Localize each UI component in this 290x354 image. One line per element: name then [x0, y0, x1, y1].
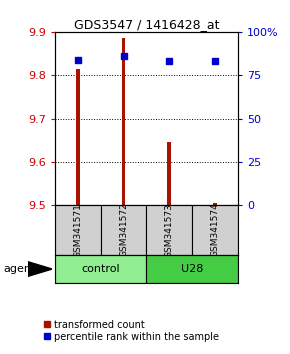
Bar — [55, 205, 101, 255]
Bar — [101, 205, 146, 255]
Text: GSM341572: GSM341572 — [119, 203, 128, 257]
Bar — [146, 205, 192, 255]
Bar — [213, 203, 217, 205]
Bar — [146, 255, 238, 283]
Text: U28: U28 — [181, 264, 203, 274]
Bar — [55, 255, 146, 283]
Bar — [167, 142, 171, 205]
Bar — [192, 205, 238, 255]
Text: GSM341571: GSM341571 — [73, 202, 82, 258]
Text: control: control — [81, 264, 120, 274]
Text: GSM341574: GSM341574 — [211, 203, 220, 257]
Text: agent: agent — [3, 264, 35, 274]
Bar — [122, 38, 126, 205]
Bar — [76, 69, 80, 205]
Title: GDS3547 / 1416428_at: GDS3547 / 1416428_at — [74, 18, 219, 31]
Legend: transformed count, percentile rank within the sample: transformed count, percentile rank withi… — [40, 316, 223, 346]
Text: GSM341573: GSM341573 — [165, 202, 174, 258]
Polygon shape — [28, 262, 52, 276]
